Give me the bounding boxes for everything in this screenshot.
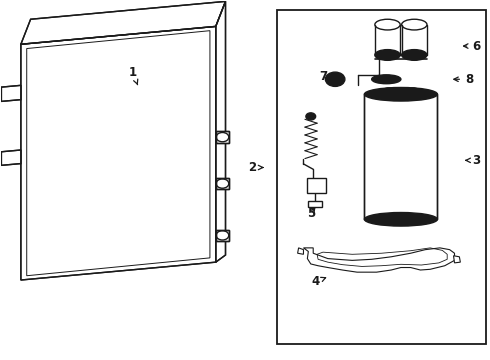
Polygon shape	[1, 85, 21, 102]
Circle shape	[381, 88, 396, 99]
Polygon shape	[303, 248, 455, 272]
Ellipse shape	[402, 50, 427, 60]
Polygon shape	[216, 1, 225, 262]
Ellipse shape	[365, 87, 438, 101]
Polygon shape	[307, 178, 326, 193]
Text: 5: 5	[307, 207, 315, 220]
Circle shape	[325, 72, 345, 86]
Text: 1: 1	[129, 66, 138, 85]
Text: 2: 2	[248, 161, 263, 174]
Polygon shape	[21, 26, 216, 280]
Polygon shape	[216, 131, 229, 143]
Ellipse shape	[375, 50, 400, 60]
Polygon shape	[277, 10, 486, 344]
Polygon shape	[216, 178, 229, 189]
Polygon shape	[454, 256, 460, 263]
Circle shape	[306, 113, 316, 120]
Circle shape	[405, 88, 421, 99]
Text: 3: 3	[466, 154, 481, 167]
Text: 8: 8	[454, 73, 473, 86]
Polygon shape	[365, 94, 438, 219]
Text: 6: 6	[464, 40, 481, 53]
Polygon shape	[1, 150, 21, 165]
Text: 4: 4	[312, 275, 326, 288]
Polygon shape	[297, 248, 303, 254]
Polygon shape	[216, 230, 229, 241]
Polygon shape	[308, 202, 322, 207]
Text: 7: 7	[319, 70, 333, 83]
Polygon shape	[21, 1, 225, 44]
Ellipse shape	[372, 75, 401, 84]
Ellipse shape	[365, 212, 438, 226]
